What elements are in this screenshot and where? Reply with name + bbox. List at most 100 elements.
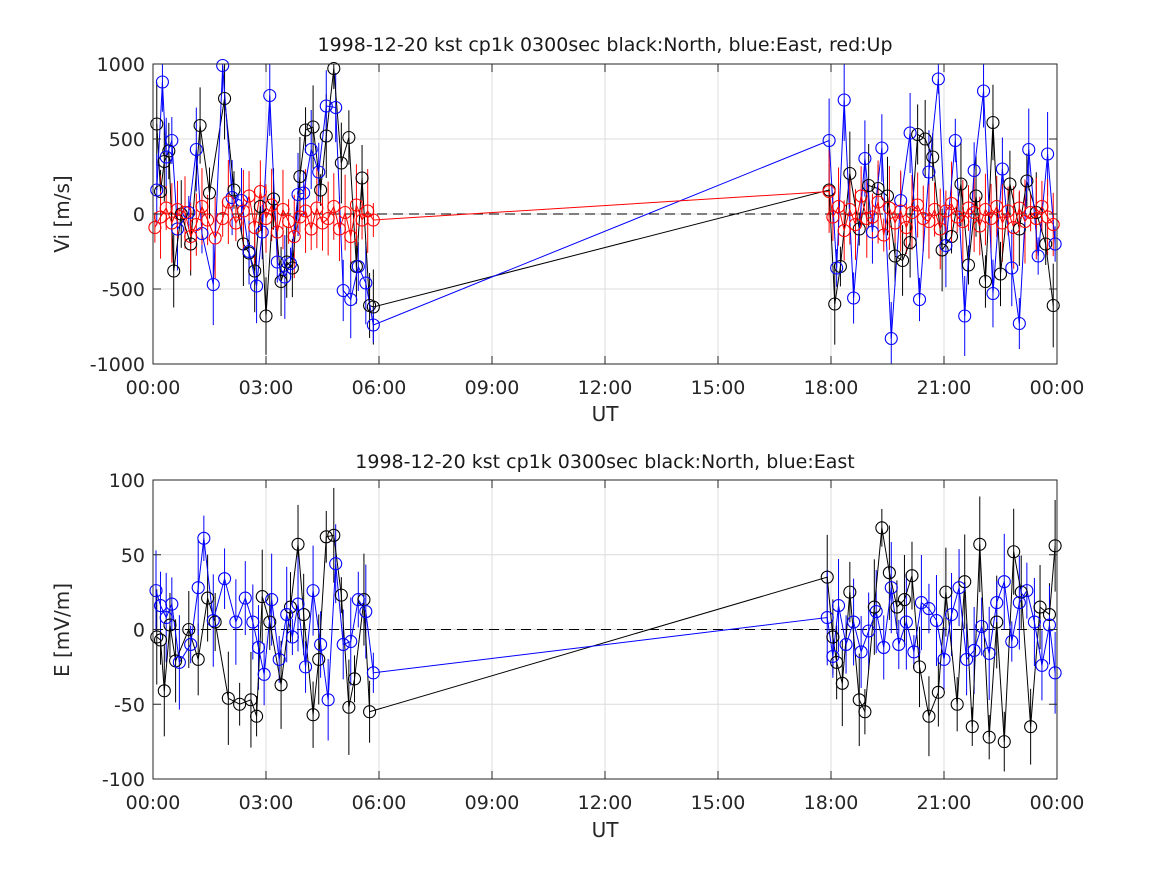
data-point-north — [871, 181, 885, 196]
data-point-north — [897, 593, 912, 607]
y-axis-label: E [mV/m] — [50, 583, 74, 677]
y-tick-label: -500 — [102, 279, 145, 301]
data-point-east — [875, 141, 889, 155]
data-point-east — [929, 613, 944, 628]
data-point-east — [1005, 634, 1019, 649]
series-line-east — [156, 65, 1056, 339]
data-point-north — [259, 309, 273, 323]
data-point-up — [165, 216, 179, 230]
y-tick-label: 0 — [133, 204, 145, 226]
data-point-east — [939, 238, 953, 253]
data-point-east — [1035, 658, 1049, 672]
y-tick-label: -100 — [102, 769, 145, 791]
data-point-up — [321, 211, 335, 226]
data-point-east — [1020, 584, 1034, 598]
data-point-north — [191, 652, 205, 666]
data-point-north — [263, 615, 277, 629]
data-point-east — [912, 292, 927, 307]
data-point-north — [1039, 237, 1053, 251]
data-point-up — [944, 196, 959, 211]
data-point-up — [1046, 217, 1060, 232]
data-point-north — [1024, 720, 1038, 734]
y-tick-label: 0 — [133, 620, 145, 642]
data-point-east — [278, 270, 292, 284]
x-tick-label: 21:00 — [917, 377, 972, 399]
data-point-east — [344, 634, 358, 649]
data-point-east — [184, 637, 198, 652]
data-point-north — [274, 274, 288, 289]
chart-title: 1998-12-20 kst cp1k 0300sec black:North,… — [355, 451, 854, 473]
data-point-east — [283, 256, 298, 271]
data-point-north — [233, 697, 247, 711]
data-point-north — [167, 264, 181, 278]
data-point-east — [255, 225, 269, 239]
data-point-north — [162, 144, 176, 158]
data-point-east — [291, 187, 305, 202]
x-tick-label: 18:00 — [804, 792, 859, 814]
data-point-north — [903, 235, 917, 250]
data-point-east — [958, 309, 972, 323]
data-point-north — [221, 691, 235, 705]
data-point-north — [888, 249, 902, 263]
data-point-east — [206, 613, 220, 628]
data-point-north — [993, 267, 1008, 281]
data-point-east — [242, 244, 256, 259]
data-point-north — [298, 123, 313, 137]
data-point-north — [1033, 600, 1047, 614]
data-point-east — [280, 607, 294, 622]
data-point-north — [990, 615, 1004, 629]
data-point-north — [852, 222, 866, 236]
data-point-north — [314, 183, 328, 197]
data-point-up — [349, 198, 363, 212]
x-tick-label: 15:00 — [691, 377, 746, 399]
data-point-north — [931, 685, 945, 699]
data-point-east — [159, 150, 173, 164]
series-line-up — [154, 190, 1054, 240]
data-point-up — [259, 211, 273, 226]
data-point-east — [854, 645, 868, 659]
data-point-north — [986, 115, 1000, 130]
x-tick-label: 06:00 — [352, 792, 407, 814]
data-point-up — [984, 211, 998, 226]
data-point-up — [304, 222, 318, 236]
data-point-north — [922, 709, 936, 723]
data-point-east — [291, 597, 305, 611]
data-point-north — [150, 630, 164, 644]
data-point-east — [165, 133, 179, 148]
y-tick-label: 1000 — [97, 54, 145, 76]
data-point-north — [969, 189, 983, 203]
data-point-east — [820, 610, 834, 625]
data-point-north — [184, 237, 198, 251]
data-point-east — [250, 279, 264, 293]
data-point-east — [1048, 666, 1062, 680]
data-point-north — [366, 300, 380, 314]
y-tick-label: 50 — [121, 545, 145, 567]
x-tick-label: 15:00 — [691, 792, 746, 814]
data-point-up — [270, 225, 284, 239]
data-point-north — [327, 528, 341, 542]
data-point-up — [208, 231, 222, 245]
data-point-north — [248, 264, 262, 278]
data-point-east — [351, 593, 365, 607]
data-point-up — [195, 199, 209, 214]
data-point-north — [274, 678, 288, 692]
data-point-north — [875, 521, 889, 535]
data-point-north — [312, 652, 326, 666]
data-point-east — [270, 255, 284, 269]
data-point-east — [306, 584, 320, 598]
data-point-north — [244, 693, 258, 707]
data-point-north — [950, 697, 964, 711]
data-point-east — [155, 75, 169, 89]
data-point-east — [990, 596, 1004, 610]
y-tick-label: 100 — [109, 470, 145, 492]
data-point-north — [150, 117, 164, 131]
data-point-north — [266, 192, 281, 206]
data-point-east — [359, 605, 373, 619]
data-point-east — [931, 72, 945, 86]
data-point-north — [1007, 545, 1021, 559]
data-point-up — [253, 184, 267, 199]
data-point-up — [865, 210, 879, 224]
data-point-up — [184, 229, 198, 244]
data-point-east — [892, 637, 906, 652]
